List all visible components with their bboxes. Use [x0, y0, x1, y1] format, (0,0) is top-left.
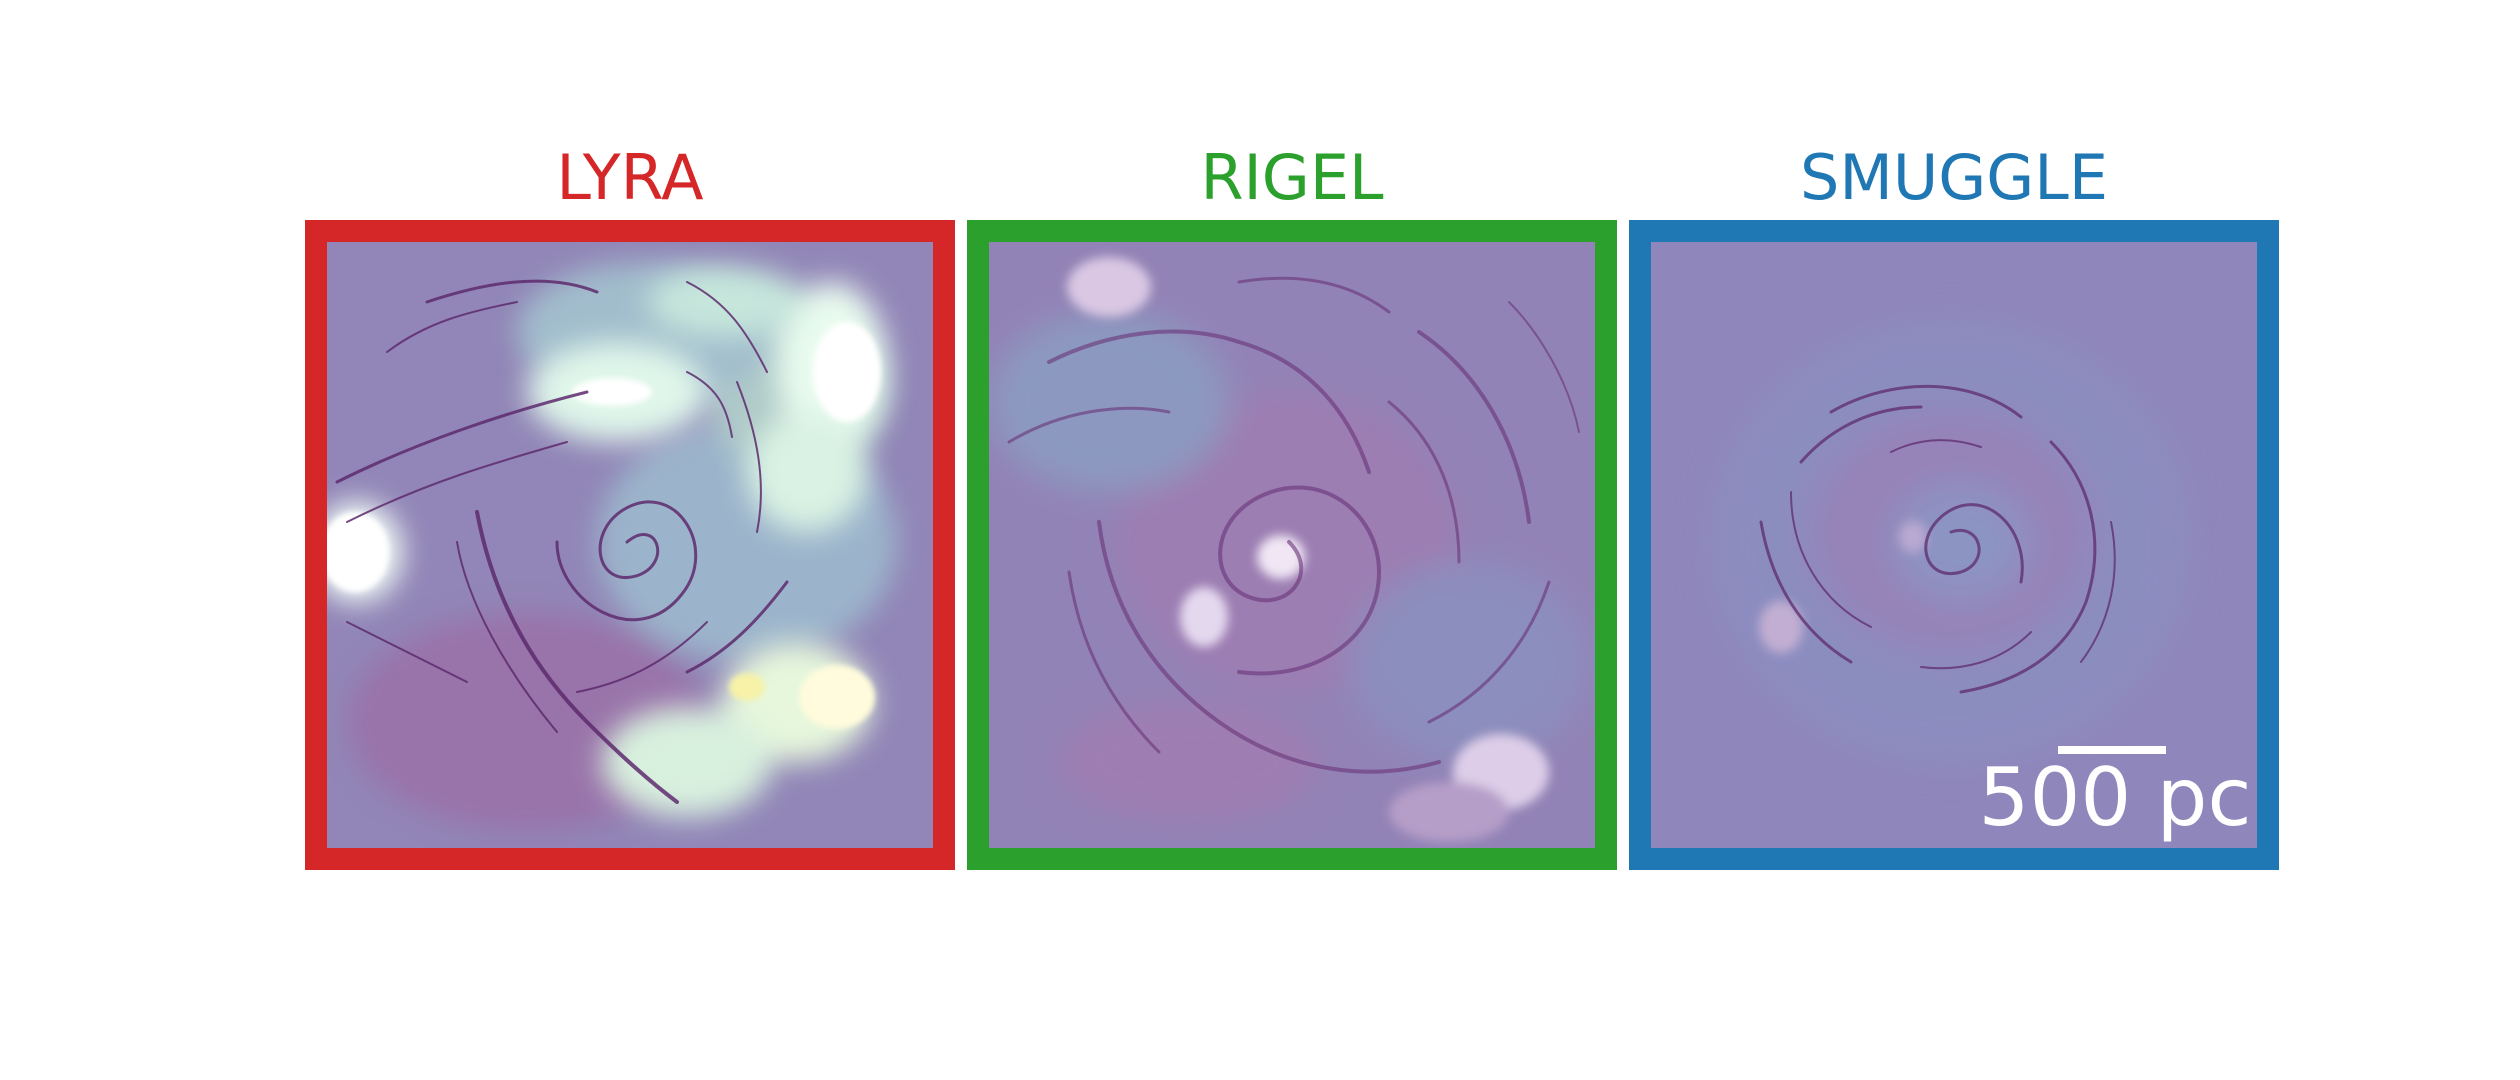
panel-frame-smuggle — [1629, 220, 2279, 870]
smuggle-gas-map — [1651, 242, 2257, 848]
scale-bar-label: 500 pc — [1978, 751, 2252, 844]
scale-bar-line — [2058, 746, 2166, 754]
panel-title-smuggle: SMUGGLE — [1799, 141, 2109, 214]
rigel-gas-map — [989, 242, 1595, 848]
panel-frame-lyra — [305, 220, 955, 870]
lyra-gas-map — [327, 242, 933, 848]
panel-title-rigel: RIGEL — [1200, 141, 1384, 214]
panel-frame-rigel — [967, 220, 1617, 870]
panel-title-lyra: LYRA — [556, 141, 704, 214]
